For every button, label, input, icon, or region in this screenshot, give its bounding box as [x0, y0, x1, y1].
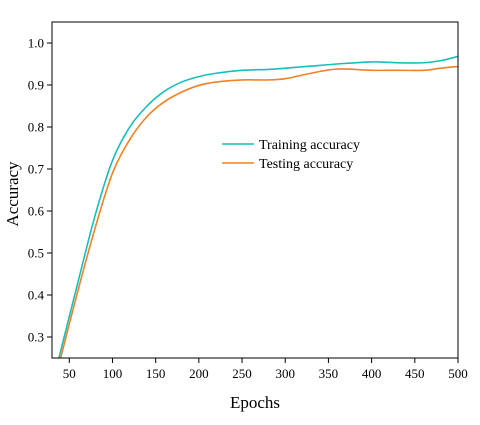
y-tick-label: 0.9: [28, 78, 44, 93]
y-tick-label: 0.4: [28, 288, 45, 303]
series-line-testing: [59, 65, 458, 358]
x-tick-label: 250: [232, 366, 252, 381]
x-tick-label: 450: [405, 366, 425, 381]
legend-label-testing: Testing accuracy: [259, 157, 353, 172]
y-tick-label: 0.5: [28, 246, 44, 261]
plot-frame: [51, 21, 459, 359]
x-tick-label: 150: [146, 366, 166, 381]
x-tick-label: 300: [275, 366, 295, 381]
series-layer: [58, 55, 458, 358]
x-tick-label: 200: [189, 366, 209, 381]
y-tick-label: 0.8: [28, 120, 44, 135]
x-tick-label: 50: [63, 366, 76, 381]
x-tick-label: 350: [319, 366, 339, 381]
y-tick-label: 1.0: [28, 36, 44, 51]
x-tick-label: 500: [448, 366, 468, 381]
series-line-training: [58, 55, 458, 358]
y-tick-label: 0.6: [28, 204, 45, 219]
x-axis-title: Epochs: [230, 393, 280, 412]
ticks-layer: 50 100 150 200 250 300 350 400 450 500 0.3 0.4 0.5 0.…: [28, 36, 468, 382]
y-axis-title: Accuracy: [3, 161, 22, 227]
legend: Training accuracy Testing accuracy: [222, 138, 360, 172]
legend-label-training: Training accuracy: [259, 138, 360, 153]
y-tick-label: 0.3: [28, 330, 44, 345]
axes-layer: [51, 21, 459, 359]
x-tick-label: 400: [362, 366, 382, 381]
x-tick-label: 100: [103, 366, 123, 381]
y-tick-label: 0.7: [28, 162, 45, 177]
